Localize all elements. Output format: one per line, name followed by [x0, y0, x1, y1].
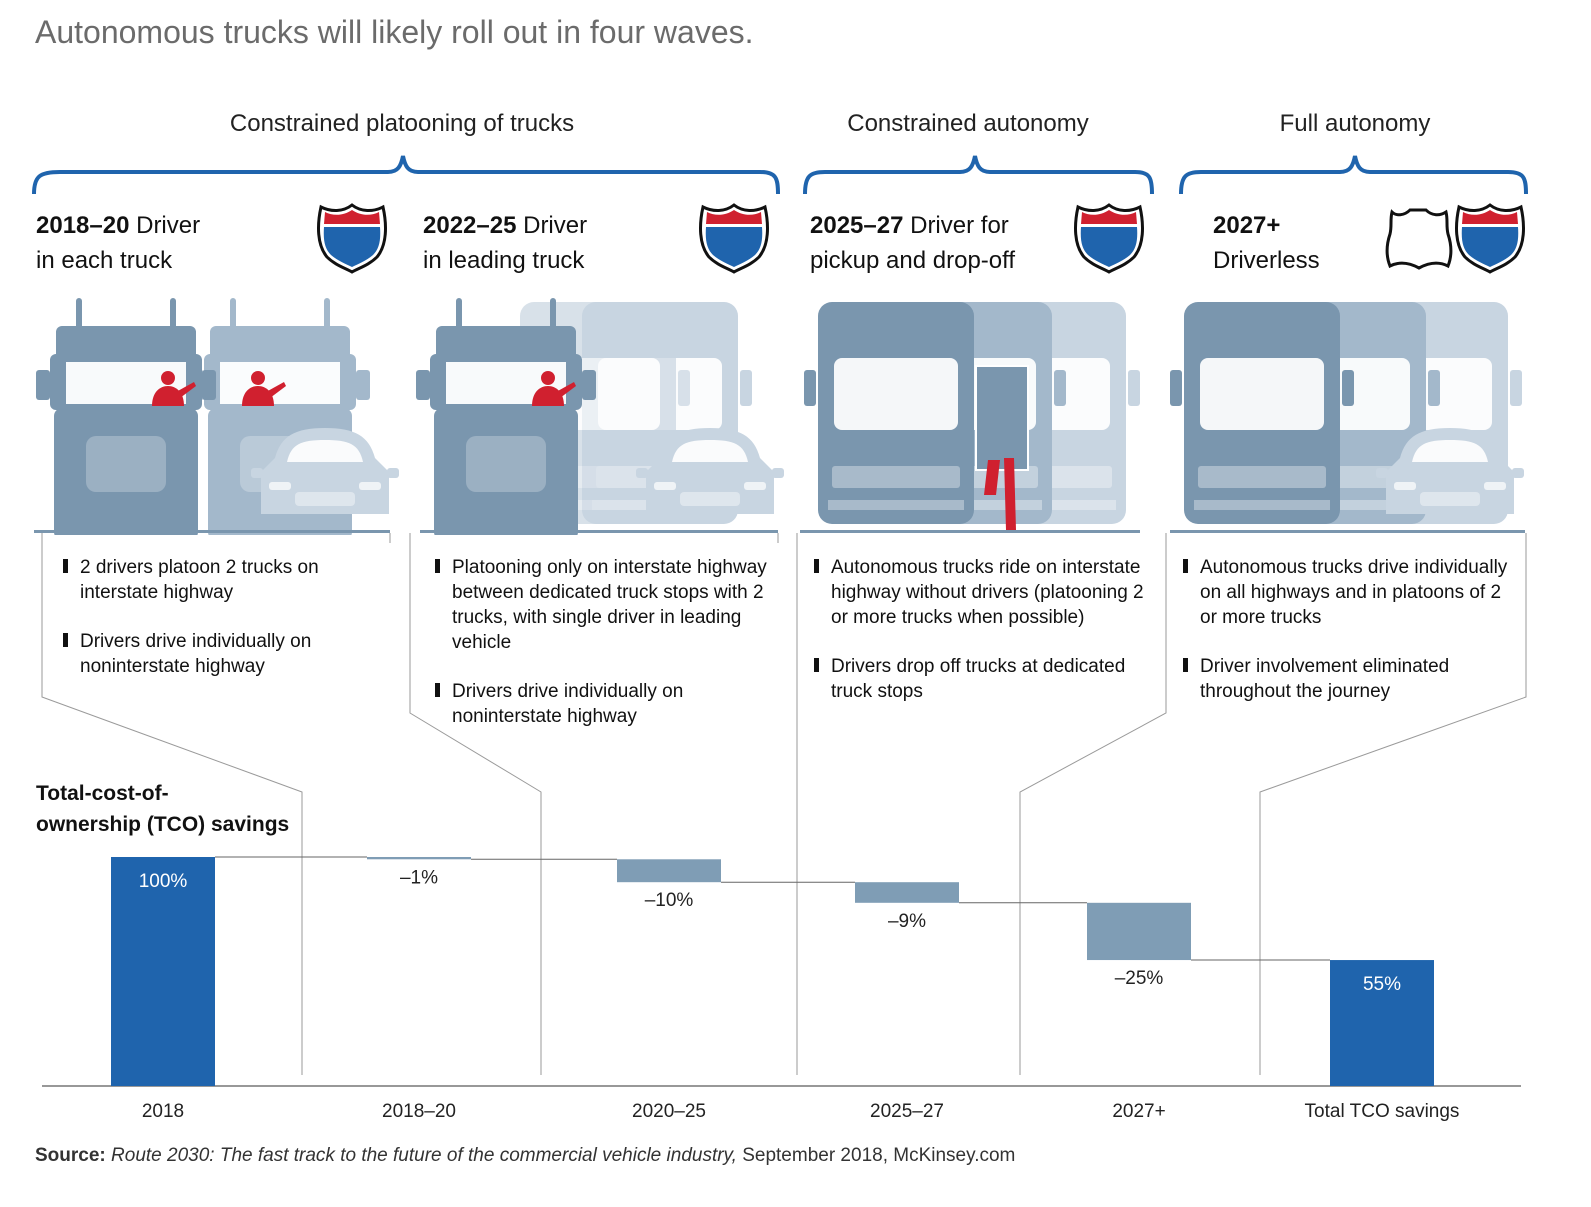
wave-1-bullets: 2 drivers platoon 2 trucks on interstate… [63, 555, 383, 703]
tco-waterfall-chart: 100% 2018 –1% 2018–20 –10% 2020–25 –9% 2025–27 –… [42, 856, 1521, 1122]
group-title-constrained-autonomy: Constrained autonomy [847, 110, 1089, 137]
brace-platooning [32, 155, 780, 195]
source-note: Source: Route 2030: The fast track to th… [35, 1145, 1015, 1167]
wave-4-bullet: Driver involvement eliminated throughout… [1183, 654, 1523, 704]
wave-3-years: 2025–27 [810, 212, 904, 239]
source-details: September 2018, McKinsey.com [736, 1145, 1016, 1166]
data-label: –1% [400, 867, 438, 888]
data-label: –25% [1115, 968, 1164, 989]
panel-2-illustration [416, 298, 784, 535]
x-tick-label: 2018 [142, 1101, 184, 1122]
wave-4-heading: 2027+ Driverless [1213, 208, 1320, 278]
tco-label-line-2: ownership (TCO) savings [36, 813, 290, 836]
data-label: –9% [888, 911, 926, 932]
wave-1-bullet: 2 drivers platoon 2 trucks on interstate… [63, 555, 383, 605]
brace-constrained-autonomy [803, 155, 1154, 195]
waterfall-bar [1087, 902, 1191, 961]
x-tick-label: Total TCO savings [1305, 1101, 1460, 1122]
data-label: –10% [645, 890, 694, 911]
x-tick-label: 2025–27 [870, 1101, 944, 1122]
wave-2-years: 2022–25 [423, 212, 517, 239]
brace-full-autonomy [1179, 155, 1528, 195]
tco-chart-label: Total-cost-of- ownership (TCO) savings [36, 778, 289, 840]
wave-3-line2: pickup and drop-off [810, 247, 1016, 274]
wave-3-bullet: Drivers drop off trucks at dedicated tru… [814, 654, 1156, 704]
data-label: 100% [139, 871, 188, 892]
group-title-full-autonomy: Full autonomy [1279, 110, 1431, 137]
group-title-platooning: Constrained platooning of trucks [229, 110, 575, 137]
wave-1-heading: 2018–20 Driver in each truck [36, 208, 200, 278]
x-tick-label: 2027+ [1112, 1101, 1165, 1122]
truck-illustrations [34, 298, 1525, 535]
page-title: Autonomous trucks will likely roll out i… [35, 14, 754, 50]
x-tick-label: 2020–25 [632, 1101, 706, 1122]
wave-2-line1: Driver [516, 212, 588, 239]
waterfall-bar [617, 859, 721, 883]
waterfall-bar [367, 857, 471, 860]
tco-label-line-1: Total-cost-of- [36, 782, 169, 805]
source-label: Source: [35, 1145, 106, 1166]
wave-1-years: 2018–20 [36, 212, 130, 239]
panel-4-illustration [1170, 302, 1525, 533]
wave-4-bullets: Autonomous trucks drive individually on … [1183, 555, 1523, 728]
wave-1-bullet: Drivers drive individually on noninterst… [63, 629, 383, 679]
wave-2-bullet: Drivers drive individually on noninterst… [435, 679, 780, 729]
wave-1-line2: in each truck [36, 247, 173, 274]
shield-icons [317, 203, 1525, 274]
wave-3-heading: 2025–27 Driver for pickup and drop-off [810, 208, 1015, 278]
wave-3-bullets: Autonomous trucks ride on interstate hig… [814, 555, 1156, 728]
wave-3-line1: Driver for [903, 212, 1009, 239]
wave-4-years: 2027+ [1213, 212, 1281, 239]
wave-4-line2: Driverless [1213, 247, 1320, 274]
wave-3-bullet: Autonomous trucks ride on interstate hig… [814, 555, 1156, 630]
x-tick-label: 2018–20 [382, 1101, 456, 1122]
waterfall-bar [111, 857, 215, 1086]
source-publication: Route 2030: The fast track to the future… [111, 1145, 737, 1166]
wave-2-heading: 2022–25 Driver in leading truck [423, 208, 587, 278]
group-braces [32, 155, 1528, 195]
waterfall-bar [855, 882, 959, 903]
data-label: 55% [1363, 974, 1401, 995]
panel-3-illustration [800, 302, 1140, 533]
wave-2-bullet: Platooning only on interstate highway be… [435, 555, 780, 655]
panel-1-illustration [34, 298, 399, 535]
wave-1-line1: Driver [129, 212, 201, 239]
us-route-shield-icon [1385, 208, 1453, 270]
wave-2-bullets: Platooning only on interstate highway be… [435, 555, 780, 753]
waterfall-bar [1330, 960, 1434, 1086]
wave-2-line2: in leading truck [423, 247, 585, 274]
wave-4-bullet: Autonomous trucks drive individually on … [1183, 555, 1523, 630]
